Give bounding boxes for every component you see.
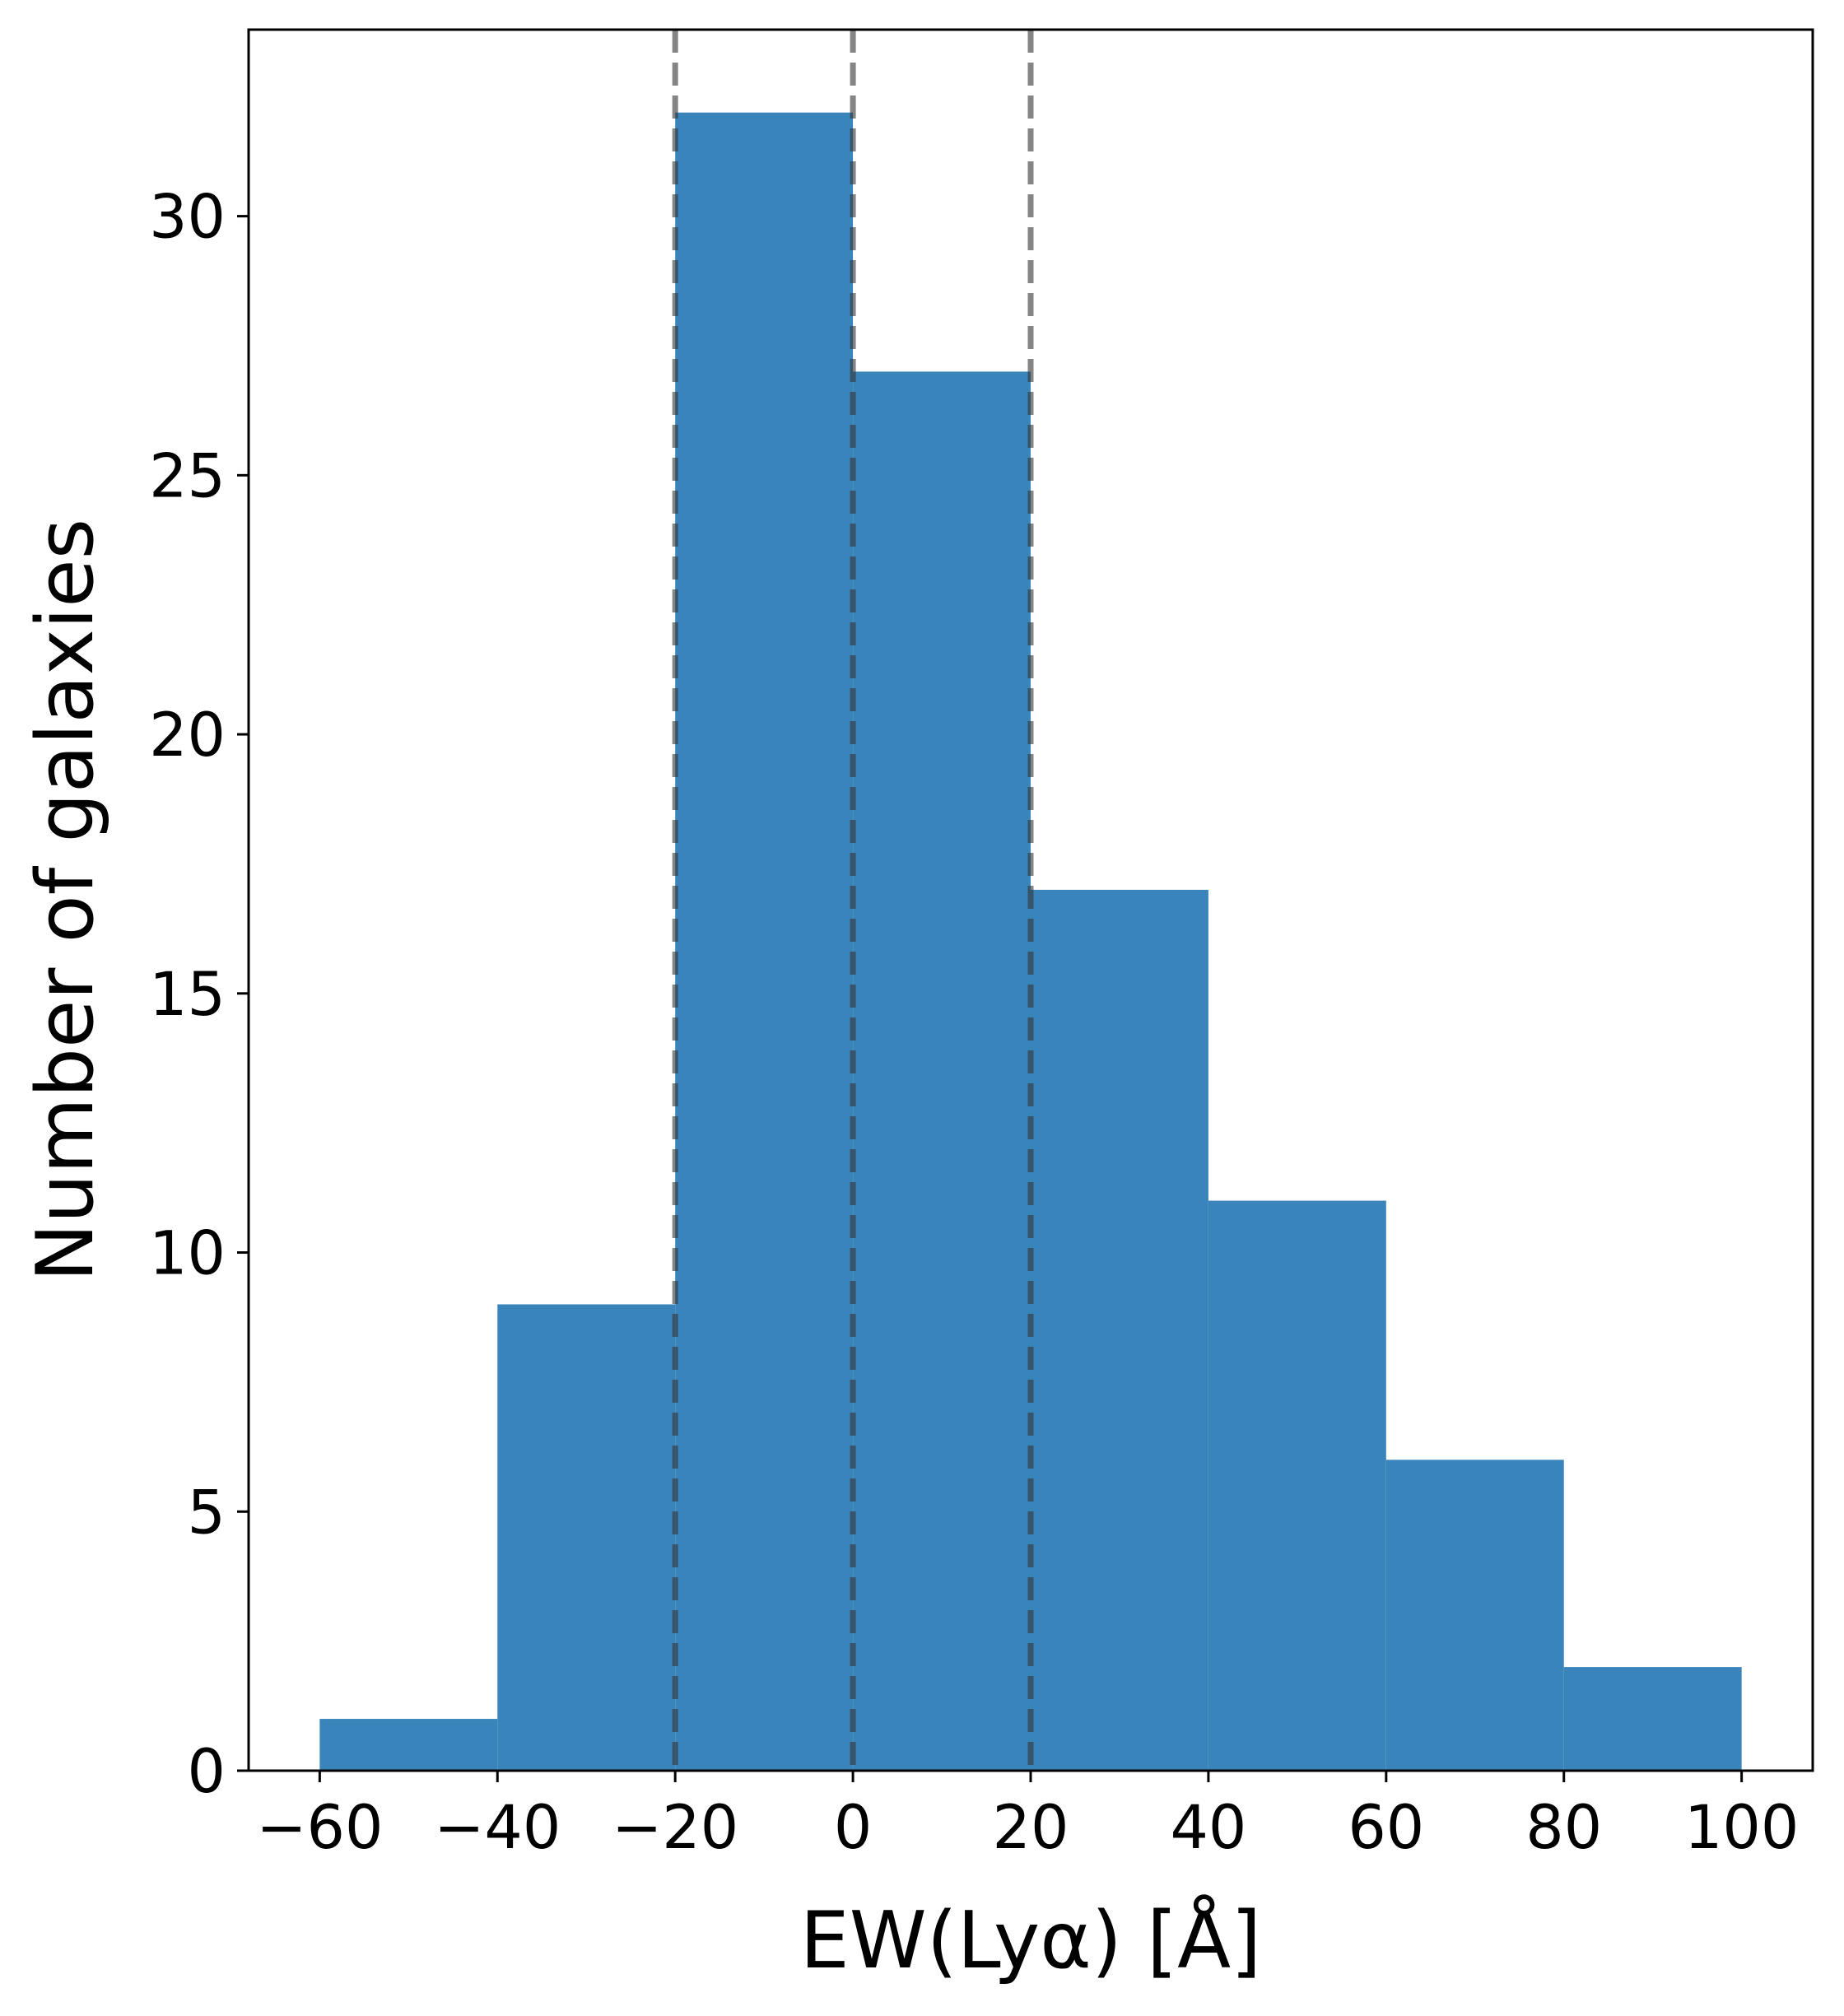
histogram-bar <box>675 112 854 1772</box>
y-tick-label: 0 <box>188 1737 226 1807</box>
y-tick-label: 5 <box>188 1478 226 1548</box>
x-axis: −60 −40 −20 0 20 40 60 80 100 <box>256 1771 1799 1863</box>
y-tick-label: 15 <box>149 960 226 1030</box>
bars-group <box>319 112 1742 1772</box>
x-tick-label: 40 <box>1170 1793 1246 1863</box>
x-tick-label: 80 <box>1525 1793 1602 1863</box>
dashed-lines-group <box>672 30 1034 1771</box>
x-tick-label: −20 <box>612 1793 738 1863</box>
x-tick-label: 20 <box>993 1793 1069 1863</box>
x-tick-label: −60 <box>256 1793 383 1863</box>
histogram-bar <box>1385 1460 1564 1771</box>
histogram-bar <box>1031 889 1208 1771</box>
x-tick-label: 60 <box>1348 1793 1424 1863</box>
histogram-bar <box>853 371 1031 1772</box>
y-tick-label: 25 <box>149 441 226 511</box>
x-tick-label: 100 <box>1684 1793 1799 1863</box>
x-axis-title: EW(Lyα) [Å] <box>800 1895 1261 1986</box>
histogram-bar <box>1563 1667 1742 1771</box>
histogram-bar <box>319 1719 498 1771</box>
y-tick-label: 20 <box>149 701 226 771</box>
y-axis: 0 5 10 15 20 25 30 <box>149 183 249 1807</box>
y-tick-label: 10 <box>149 1219 226 1289</box>
histogram-bar <box>497 1304 676 1771</box>
y-axis-title: Number of galaxies <box>21 519 111 1282</box>
x-tick-label: −40 <box>434 1793 561 1863</box>
histogram-bar <box>1208 1200 1386 1771</box>
y-tick-label: 30 <box>149 183 226 253</box>
x-tick-label: 0 <box>834 1793 872 1863</box>
